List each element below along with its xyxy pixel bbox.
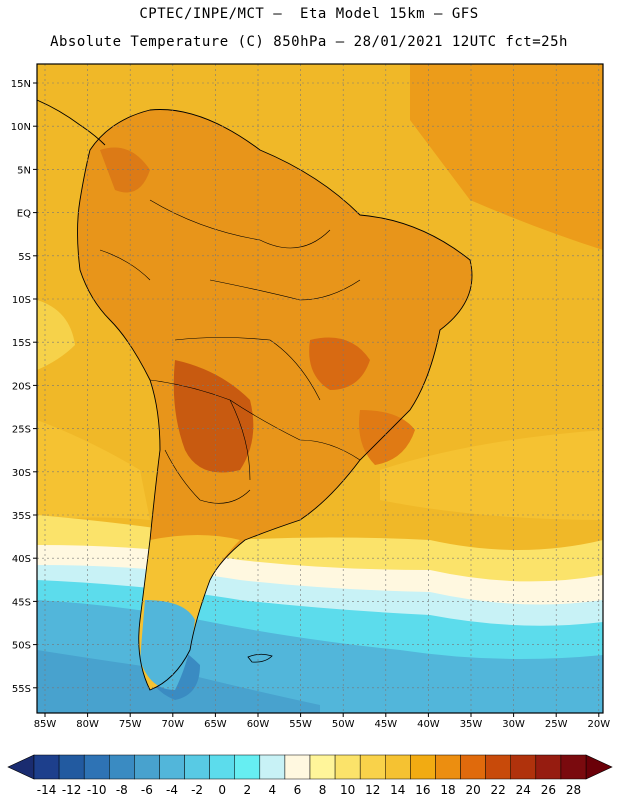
colorbar-label: 14	[390, 783, 405, 797]
colorbar-swatch	[134, 754, 160, 780]
lat-label: 10S	[12, 295, 31, 306]
colorbar-label: 22	[491, 783, 506, 797]
colorbar-label: 12	[365, 783, 380, 797]
longitude-labels: 85W 80W 75W 70W 65W 60W 55W 50W 45W 40W 35W 30W 25W 2…	[34, 713, 610, 730]
colorbar-label: -14	[37, 783, 57, 797]
lon-label: 55W	[289, 719, 312, 730]
lon-label: 50W	[332, 719, 355, 730]
colorbar-swatch	[309, 754, 336, 780]
title-line-2: Absolute Temperature (C) 850hPa – 28/01/…	[50, 34, 568, 50]
falkland-islands	[247, 653, 273, 663]
colorbar-label: -12	[62, 783, 82, 797]
colorbar-swatch	[109, 754, 135, 780]
colorbar-swatch	[460, 754, 486, 780]
colorbar-label: -6	[141, 783, 153, 797]
lat-label: 25S	[12, 425, 31, 436]
colorbar-label: 0	[218, 783, 226, 797]
lon-label: 75W	[119, 719, 142, 730]
colorbar-right-arrow	[585, 754, 613, 780]
colorbar-label: -4	[166, 783, 178, 797]
lat-label: 45S	[12, 597, 31, 608]
graticule	[37, 64, 603, 713]
colorbar-left-arrow	[7, 754, 35, 780]
colorbar-label: 10	[340, 783, 355, 797]
lat-label: 10N	[11, 122, 31, 133]
colorbar-swatch	[184, 754, 210, 780]
lat-label: 15N	[11, 79, 31, 90]
warm-atlantic-region	[410, 64, 603, 250]
coastline	[77, 109, 473, 691]
colorbar-swatch	[209, 754, 235, 780]
colorbar-label: 24	[516, 783, 531, 797]
hot-core-brazil	[309, 337, 370, 390]
title-line-1: CPTEC/INPE/MCT – Eta Model 15km – GFS	[139, 6, 479, 22]
lat-label: EQ	[17, 209, 31, 220]
lat-label: 15S	[12, 338, 31, 349]
map-frame	[36, 63, 604, 714]
colorbar-swatch	[58, 754, 85, 780]
colorbar: -14 -12 -10 -8 -6 -4 -2 0 2 4 6 8 10 12 14 16 18 20 22 24 26…	[7, 754, 613, 797]
lon-label: 40W	[417, 719, 440, 730]
colorbar-swatch	[385, 754, 411, 780]
colorbar-swatch	[159, 754, 185, 780]
lat-label: 30S	[12, 468, 31, 479]
map-field	[37, 64, 603, 713]
colorbar-swatch	[33, 754, 60, 780]
colorbar-swatch	[334, 754, 361, 780]
patagonia-land-cold	[140, 600, 195, 690]
colorbar-swatch	[560, 754, 587, 780]
lon-label: 25W	[545, 719, 568, 730]
lon-label: 20W	[587, 719, 610, 730]
lat-label: 40S	[12, 554, 31, 565]
atlantic-band	[380, 430, 603, 520]
colorbar-swatch	[485, 754, 511, 780]
lon-label: 80W	[76, 719, 99, 730]
latitude-labels: 15N 10N 5N EQ 5S 10S 15S 20S 25S 30S 35S 40S 45S 50S 5…	[11, 79, 37, 695]
lon-label: 65W	[204, 719, 227, 730]
pacific-cool-patch	[37, 300, 75, 370]
colorbar-label: 16	[415, 783, 430, 797]
lat-label: 5N	[17, 165, 31, 176]
colorbar-label: 6	[294, 783, 302, 797]
pacific-band	[37, 420, 150, 520]
central-america-coast	[37, 99, 106, 146]
hot-core-southeast	[359, 410, 415, 465]
colorbar-label: 2	[243, 783, 251, 797]
lon-label: 70W	[161, 719, 184, 730]
colorbar-label: 8	[319, 783, 327, 797]
colorbar-swatch	[83, 754, 110, 780]
colorbar-label: 28	[566, 783, 581, 797]
hot-core-north	[100, 147, 150, 193]
lat-label: 20S	[12, 381, 31, 392]
colorbar-label: -10	[87, 783, 107, 797]
colorbar-swatch	[359, 754, 386, 780]
colorbar-swatch	[410, 754, 436, 780]
lon-label: 45W	[374, 719, 397, 730]
colorbar-swatch	[510, 754, 537, 780]
lat-label: 35S	[12, 511, 31, 522]
lon-label: 60W	[247, 719, 270, 730]
lat-label: 5S	[18, 252, 31, 263]
colorbar-label: -2	[191, 783, 203, 797]
colorbar-label: 20	[465, 783, 480, 797]
colorbar-swatch	[259, 754, 286, 780]
colorbar-swatch	[234, 754, 261, 780]
lon-label: 85W	[34, 719, 57, 730]
colorbar-label: 4	[269, 783, 277, 797]
argentina-borders	[164, 449, 251, 504]
lat-label: 50S	[12, 641, 31, 652]
lat-label: 55S	[12, 684, 31, 695]
colorbar-swatch	[284, 754, 311, 780]
colorbar-swatch	[535, 754, 562, 780]
colorbar-swatch	[435, 754, 461, 780]
lon-label: 30W	[502, 719, 525, 730]
colorbar-label: 26	[541, 783, 556, 797]
country-borders	[99, 199, 361, 481]
colorbar-label: 18	[440, 783, 455, 797]
lon-label: 35W	[460, 719, 483, 730]
colorbar-label: -8	[116, 783, 128, 797]
